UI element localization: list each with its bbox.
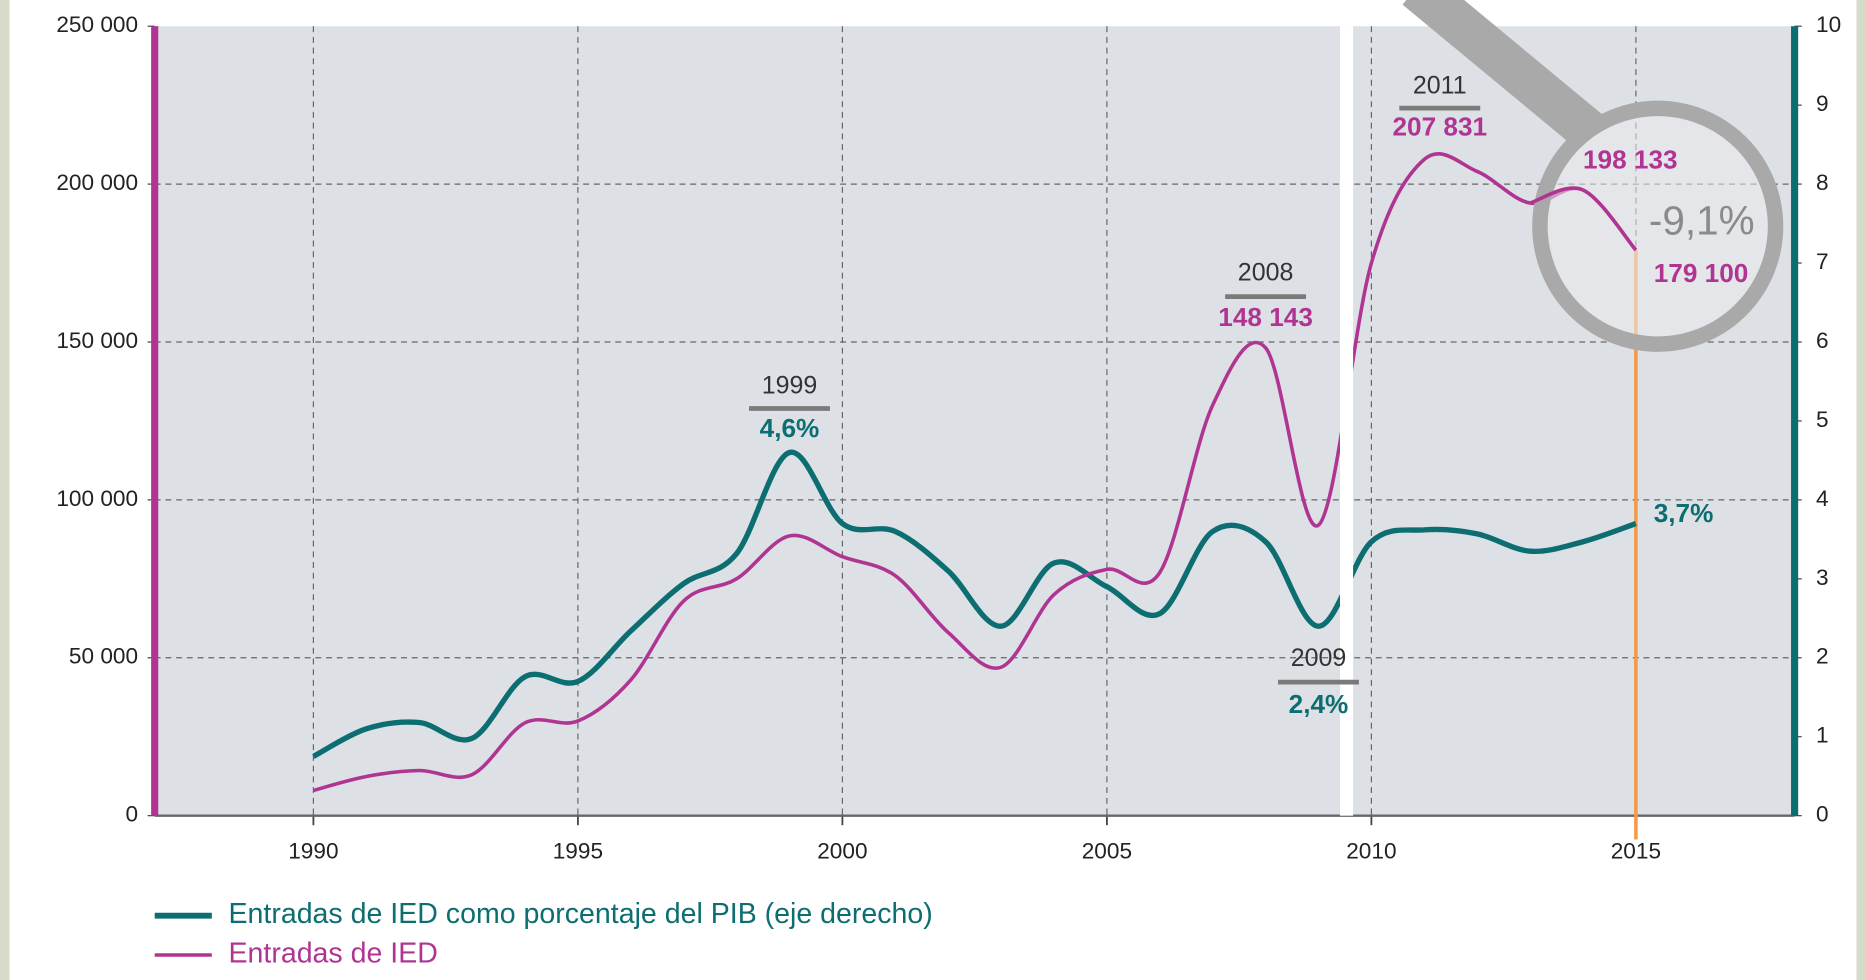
break bbox=[1339, 26, 1354, 816]
year-label: 2009 bbox=[1291, 644, 1347, 672]
legend-label: Entradas de IED como porcentaje del PIB … bbox=[228, 898, 932, 930]
value-label: 207 831 bbox=[1392, 111, 1487, 141]
y2-tick-label: 8 bbox=[1816, 170, 1829, 195]
x-tick-label: 2015 bbox=[1611, 839, 1661, 864]
y-axis bbox=[151, 26, 159, 816]
value-label: 148 143 bbox=[1218, 302, 1313, 332]
x-tick-label: 2010 bbox=[1346, 839, 1396, 864]
value-label: 179 100 bbox=[1654, 258, 1749, 288]
y-tick-label: 50 000 bbox=[69, 644, 138, 669]
y-tick-label: 0 bbox=[125, 802, 138, 827]
y2-tick-label: 10 bbox=[1816, 12, 1841, 37]
value-label: 198 133 bbox=[1583, 144, 1678, 174]
plot-area bbox=[154, 26, 1795, 816]
year-label: 1999 bbox=[762, 372, 818, 400]
value-label: 2,4% bbox=[1289, 689, 1349, 719]
series-line bbox=[312, 449, 1637, 759]
legend-label: Entradas de IED bbox=[228, 938, 437, 970]
annotation: -9,1% bbox=[1649, 198, 1755, 244]
x-tick-label: 2000 bbox=[817, 839, 867, 864]
magnifier bbox=[1532, 100, 1784, 352]
y2-tick-label: 4 bbox=[1816, 486, 1829, 511]
value-label: 3,7% bbox=[1654, 498, 1714, 528]
series-line bbox=[312, 152, 1638, 793]
year-label: 2011 bbox=[1413, 71, 1467, 99]
series-line-overlay bbox=[1529, 186, 1638, 252]
y2-axis bbox=[1791, 26, 1799, 816]
x-tick-label: 1995 bbox=[553, 839, 603, 864]
value-label: 4,6% bbox=[760, 413, 820, 443]
y2-tick-label: 2 bbox=[1816, 644, 1829, 669]
y-tick-label: 200 000 bbox=[56, 170, 138, 195]
y-tick-label: 150 000 bbox=[56, 328, 138, 353]
y2-tick-label: 1 bbox=[1816, 723, 1829, 748]
y2-tick-label: 9 bbox=[1816, 91, 1829, 116]
x-tick-label: 2005 bbox=[1082, 839, 1132, 864]
y2-tick-label: 7 bbox=[1816, 249, 1829, 274]
y-tick-label: 250 000 bbox=[56, 12, 138, 37]
y-tick-label: 100 000 bbox=[56, 486, 138, 511]
x-tick-label: 1990 bbox=[288, 839, 338, 864]
y2-tick-label: 5 bbox=[1816, 407, 1829, 432]
magnifier-handle bbox=[1402, 0, 1603, 148]
y2-tick-label: 6 bbox=[1816, 328, 1829, 353]
y2-tick-label: 3 bbox=[1816, 565, 1829, 590]
year-label: 2008 bbox=[1238, 259, 1294, 287]
y2-tick-label: 0 bbox=[1816, 802, 1829, 827]
